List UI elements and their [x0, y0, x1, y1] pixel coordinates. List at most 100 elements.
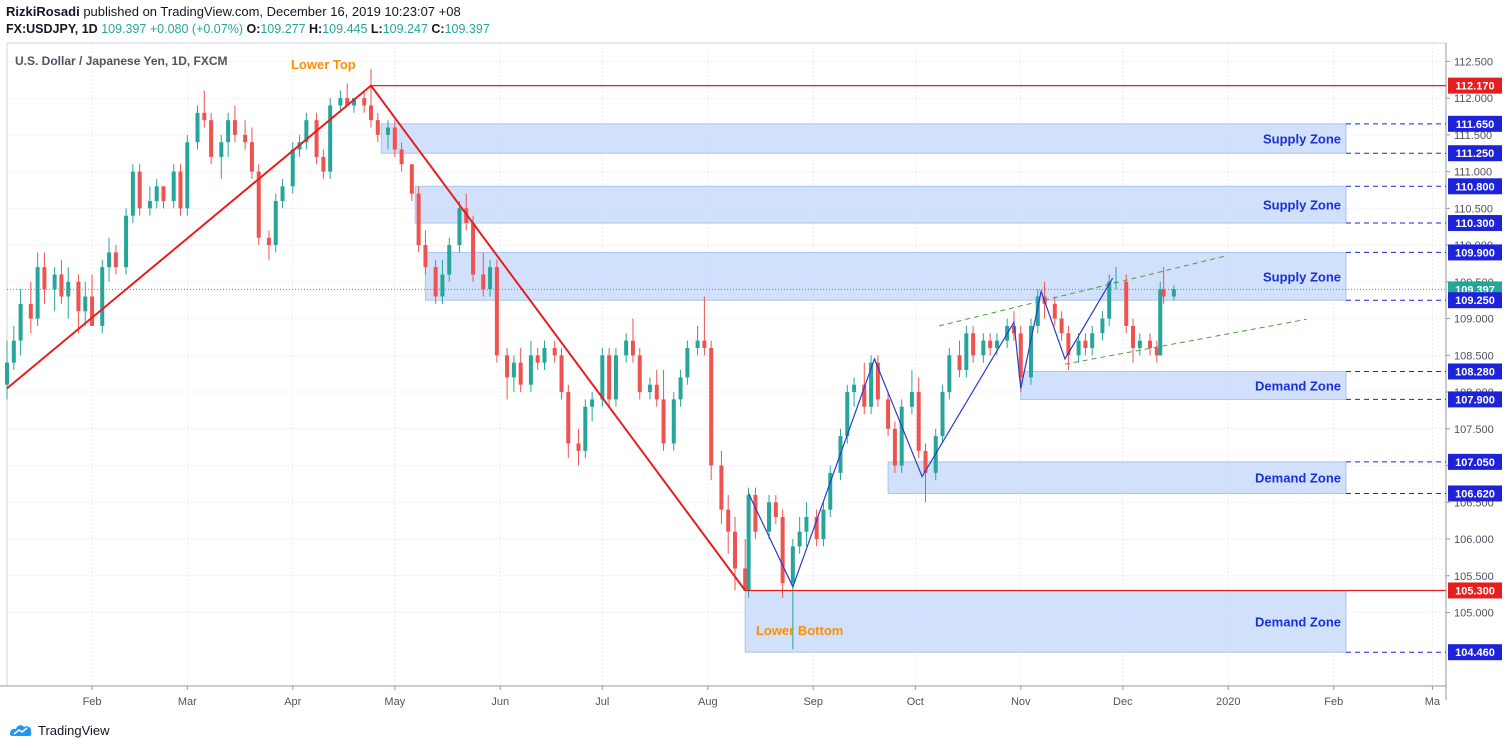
tradingview-brand[interactable]: TradingView	[8, 722, 110, 738]
price-tag	[1448, 644, 1502, 661]
candle-body	[981, 340, 986, 356]
candle-body	[1035, 296, 1040, 326]
chart-title: U.S. Dollar / Japanese Yen, 1D, FXCM	[15, 54, 228, 68]
x-tick-label: Nov	[1011, 696, 1031, 708]
trend-zigzag-line	[6, 84, 747, 592]
price-tag-label: 108.280	[1455, 366, 1495, 378]
price-tag	[1448, 453, 1502, 470]
candle-body	[280, 186, 285, 201]
price-tag	[1448, 178, 1502, 195]
candle-body	[559, 355, 564, 393]
price-tag-label: 109.250	[1455, 295, 1495, 307]
candle-body	[1090, 333, 1095, 348]
candle-body	[321, 156, 326, 172]
candle-body	[1011, 325, 1016, 334]
candle-body	[1107, 281, 1112, 319]
x-tick-label: 2020	[1216, 696, 1240, 708]
candle-body	[375, 120, 380, 135]
candle-body	[1100, 318, 1105, 334]
candle-body	[875, 362, 880, 400]
candle-body	[678, 377, 683, 400]
candle-body	[899, 406, 904, 466]
low-label: L:	[370, 22, 383, 36]
candle-body	[780, 516, 785, 584]
candle-body	[290, 149, 295, 187]
last-price: 109.397	[101, 22, 147, 36]
candle-body	[613, 355, 618, 400]
candle-body	[130, 171, 135, 216]
candle-body	[511, 362, 516, 378]
price-tag	[1448, 391, 1502, 408]
candle-body	[773, 502, 778, 517]
price-tag-label: 110.800	[1455, 181, 1494, 193]
publish-line: RizkiRosadi published on TradingView.com…	[6, 4, 461, 19]
candle-body	[957, 355, 962, 371]
candle-body	[583, 406, 588, 451]
candle-body	[481, 274, 486, 290]
candle-body	[685, 347, 690, 378]
candle-body	[892, 428, 897, 466]
y-tick-label: 112.000	[1454, 93, 1493, 105]
x-tick-label: Dec	[1113, 696, 1133, 708]
x-tick-label: Ma	[1425, 696, 1441, 708]
candle-body	[5, 362, 9, 385]
candle-body	[566, 392, 571, 444]
price-tag	[1448, 145, 1502, 162]
price-tag-label: 106.620	[1455, 488, 1495, 500]
candle-body	[433, 267, 438, 297]
candle-body	[416, 193, 421, 246]
price-tag-label: 110.300	[1455, 218, 1494, 230]
candle-body	[83, 296, 88, 312]
zone-label: Supply Zone	[1263, 198, 1341, 213]
candle-body	[1052, 303, 1057, 319]
candle-body	[600, 355, 605, 400]
x-tick-label: Sep	[803, 696, 823, 708]
candle-body	[916, 392, 921, 451]
candle-body	[471, 223, 476, 275]
candle-body	[654, 384, 659, 400]
zone-box	[1020, 370, 1347, 400]
ohlc-line: FX:USDJPY, 1D 109.397 +0.080 (+0.07%) O:…	[6, 22, 490, 36]
price-tag-label: 111.650	[1456, 119, 1495, 131]
candle-body	[137, 171, 142, 209]
candle-body	[988, 340, 993, 348]
candle-body	[113, 252, 118, 268]
footer-brand-text: TradingView	[38, 722, 110, 738]
open-value: 109.277	[260, 22, 306, 36]
candle-body	[1148, 340, 1153, 348]
y-tick-label: 111.000	[1454, 167, 1492, 179]
candle-body	[971, 333, 976, 356]
x-tick-label: Apr	[284, 696, 301, 708]
y-tick-label: 112.500	[1454, 56, 1493, 68]
candle-body	[923, 450, 928, 473]
candle-body	[1161, 289, 1166, 297]
candle-body	[828, 472, 833, 510]
symbol-label: FX:USDJPY, 1D	[6, 22, 98, 36]
candle-body	[386, 127, 391, 135]
candle-body	[161, 186, 166, 201]
candle-body	[76, 281, 81, 312]
candle-body	[1154, 347, 1159, 356]
zone-label: Demand Zone	[1255, 614, 1341, 629]
x-tick-label: Jul	[595, 696, 609, 708]
candle-body	[273, 200, 278, 246]
candle-body	[202, 112, 207, 121]
close-label: C:	[431, 22, 445, 36]
candle-body	[1059, 318, 1064, 334]
price-tag	[1448, 215, 1502, 232]
candle-body	[814, 516, 819, 540]
candle-body	[1018, 333, 1023, 378]
candle-body	[369, 105, 374, 121]
candle-body	[695, 340, 700, 348]
y-tick-label: 107.500	[1454, 424, 1494, 436]
candle-body	[862, 384, 867, 407]
candle-body	[249, 142, 254, 172]
candle-body	[154, 186, 159, 201]
candle-body	[52, 274, 57, 290]
candle-body	[124, 215, 129, 268]
candle-body	[797, 531, 802, 547]
price-tag	[1448, 292, 1502, 309]
candle-body	[505, 355, 510, 378]
author-name[interactable]: RizkiRosadi	[6, 4, 80, 19]
